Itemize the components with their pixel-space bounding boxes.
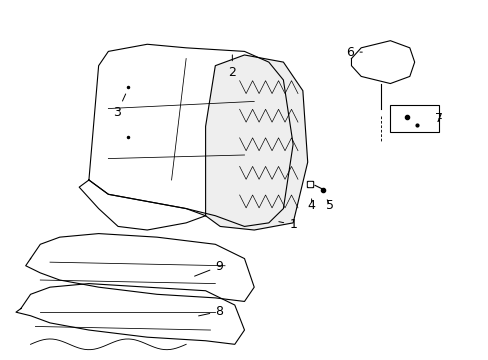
Text: 5: 5	[325, 199, 333, 212]
Text: 8: 8	[198, 305, 223, 318]
Text: 7: 7	[434, 112, 442, 125]
Polygon shape	[205, 55, 307, 230]
Text: 3: 3	[113, 94, 125, 120]
Text: 9: 9	[194, 260, 223, 276]
Text: 2: 2	[228, 55, 236, 79]
Text: 4: 4	[307, 198, 315, 212]
Polygon shape	[16, 284, 244, 344]
Text: 1: 1	[278, 218, 296, 231]
Text: 6: 6	[346, 46, 362, 59]
Bar	[389, 105, 438, 132]
Polygon shape	[79, 180, 205, 230]
Polygon shape	[89, 44, 292, 226]
Polygon shape	[26, 234, 254, 301]
Polygon shape	[351, 41, 414, 84]
